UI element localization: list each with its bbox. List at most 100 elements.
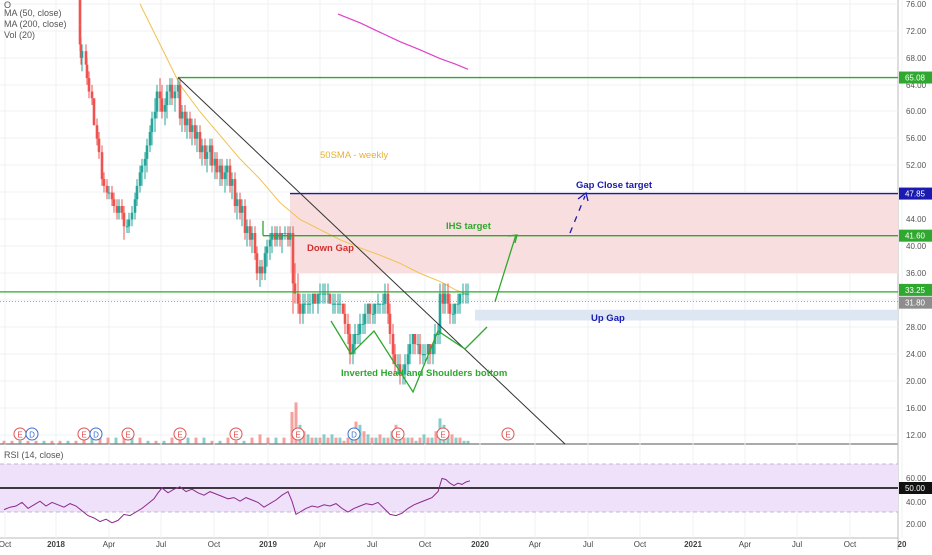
price-tag-gap-close: 47.85 (905, 190, 926, 199)
volume-bar (114, 437, 118, 444)
volume-bar (326, 437, 330, 444)
volume-bar (74, 440, 78, 444)
candle-body (78, 0, 82, 4)
candle-body (286, 232, 290, 240)
x-tick-label: Jul (367, 540, 377, 549)
volume-bar (26, 440, 30, 444)
candle-body (451, 313, 455, 315)
legend-ma50[interactable]: MA (50, close) (4, 8, 62, 18)
up-gap-label: Up Gap (591, 313, 625, 324)
volume-bar (146, 440, 150, 444)
candle-body (331, 303, 335, 305)
candle-body (393, 354, 397, 365)
candle-body (283, 232, 287, 234)
volume-bar (282, 437, 286, 444)
candle-body (148, 131, 152, 146)
ihs-shape (330, 320, 488, 394)
candle-body (80, 51, 84, 58)
volume-bar (266, 437, 270, 444)
volume-bar (402, 437, 406, 444)
event-marker (229, 427, 243, 441)
event-marker (89, 427, 103, 441)
candle-body (233, 179, 237, 207)
event-marker-label: D (93, 431, 99, 440)
candles-layer (78, 0, 470, 385)
x-tick-label: Apr (529, 540, 542, 549)
volume-bar (310, 437, 314, 444)
candle-body (140, 165, 144, 173)
candle-body (348, 333, 352, 355)
volume-bar (346, 437, 350, 444)
legend-rsi[interactable]: RSI (14, close) (4, 450, 64, 460)
candle-body (120, 206, 124, 213)
candle-body (138, 172, 142, 186)
event-marker-label: D (351, 431, 357, 440)
candle-body (311, 293, 315, 304)
volume-bar (378, 434, 382, 444)
event-marker-label: E (17, 431, 22, 440)
volume-bar (242, 440, 246, 444)
candle-body (338, 303, 342, 305)
candle-body (333, 303, 337, 305)
rsi-tick-label: 40.00 (906, 498, 927, 507)
candle-body (464, 293, 468, 295)
candle-body (153, 111, 157, 119)
candle-body (84, 51, 88, 65)
legend-ma200[interactable]: MA (200, close) (4, 19, 67, 29)
volume-bar (410, 437, 414, 444)
volume-bar (366, 434, 370, 444)
event-marker (291, 427, 305, 441)
event-marker-label: E (395, 431, 400, 440)
candle-body (306, 303, 310, 305)
x-tick-label: Apr (739, 540, 752, 549)
volume-bar (10, 440, 14, 444)
volume-bar (330, 434, 334, 444)
candle-body (143, 158, 147, 166)
volume-bar (162, 440, 166, 444)
volume-bar (314, 437, 318, 444)
candle-body (90, 91, 94, 99)
ma-layer (139, 3, 469, 296)
candle-body (218, 165, 222, 173)
volume-bar (302, 431, 306, 444)
candle-body (258, 266, 262, 274)
candle-body (431, 344, 435, 355)
candle-body (195, 131, 199, 139)
candle-body (190, 125, 194, 132)
candle-body (421, 354, 425, 356)
candle-body (353, 333, 357, 345)
candle-body (165, 91, 169, 106)
candle-body (85, 64, 89, 79)
volume-bar (194, 437, 198, 444)
candle-body (133, 199, 137, 213)
candle-body (250, 232, 254, 240)
volume-bar (2, 440, 6, 444)
candle-body (273, 232, 277, 240)
volume-bar (226, 437, 230, 444)
candle-body (230, 179, 234, 186)
candle-body (446, 293, 450, 304)
candle-body (97, 138, 101, 153)
volume-bar (434, 431, 438, 444)
volume-bar (306, 434, 310, 444)
candle-body (361, 323, 365, 325)
sma-label: 50SMA - weekly (320, 150, 388, 161)
candle-body (198, 131, 202, 153)
candle-body (107, 192, 111, 194)
y-tick-label: 72.00 (906, 27, 927, 36)
candle-body (436, 333, 440, 335)
x-tick-label: Oct (634, 540, 647, 549)
volume-bar (106, 437, 110, 444)
candle-body (243, 206, 247, 233)
candle-body (346, 323, 350, 334)
legend-vol[interactable]: Vol (20) (4, 30, 36, 40)
up-gap-zone (475, 309, 898, 321)
event-marker (501, 427, 515, 441)
candle-body (366, 303, 370, 314)
candle-body (92, 98, 96, 126)
candle-body (220, 165, 224, 180)
ma50-line (139, 3, 469, 296)
volume-bar (210, 440, 214, 444)
candle-body (408, 344, 412, 355)
